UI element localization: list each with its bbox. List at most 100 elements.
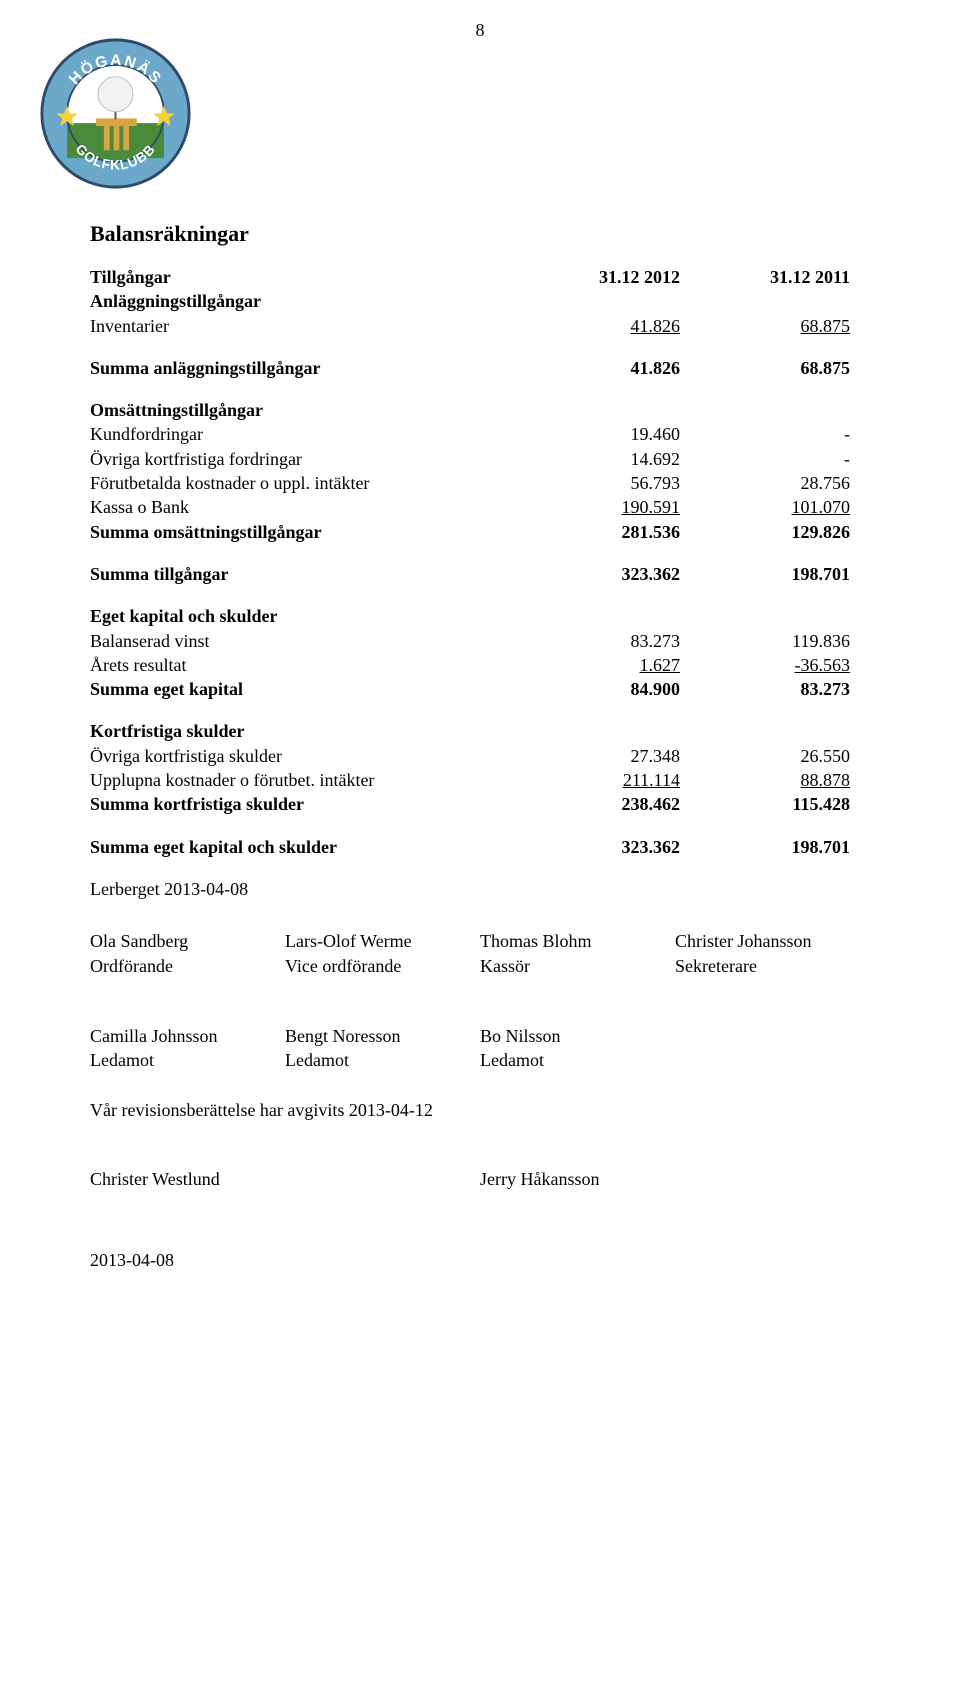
signature-col: Christer JohanssonSekreterare [675, 929, 870, 978]
table-row: Inventarier41.82668.875 [90, 314, 870, 338]
row-value-a: 190.591 [510, 495, 680, 519]
signatory-name: Christer Johansson [675, 929, 870, 953]
row-value-a: 323.362 [510, 562, 680, 586]
row-value-a: 1.627 [510, 653, 680, 677]
table-row: Omsättningstillgångar [90, 398, 870, 422]
header-col-a: 31.12 2012 [510, 265, 680, 289]
row-value-a [510, 398, 680, 422]
row-value-b: - [680, 447, 850, 471]
row-value-a: 27.348 [510, 744, 680, 768]
row-value-b: 83.273 [680, 677, 850, 701]
row-value-a: 323.362 [510, 835, 680, 859]
row-value-b [680, 604, 850, 628]
table-row: Summa eget kapital och skulder323.362198… [90, 835, 870, 859]
signatures-block: Ola SandbergOrdförandeLars-Olof WermeVic… [90, 929, 870, 1072]
signatory-role: Vice ordförande [285, 954, 480, 978]
club-logo: HÖGANÄS GOLFKLUBB [38, 36, 193, 196]
row-label: Eget kapital och skulder [90, 604, 510, 628]
table-row: Övriga kortfristiga fordringar14.692- [90, 447, 870, 471]
signatory-name: Ola Sandberg [90, 929, 285, 953]
row-label: Summa eget kapital [90, 677, 510, 701]
table-row: Övriga kortfristiga skulder27.34826.550 [90, 744, 870, 768]
row-value-a [510, 289, 680, 313]
row-value-b: 68.875 [680, 356, 850, 380]
row-value-b: 198.701 [680, 562, 850, 586]
signature-col [675, 1167, 870, 1191]
signatory-role: Ledamot [90, 1048, 285, 1072]
signature-col: Ola SandbergOrdförande [90, 929, 285, 978]
row-value-a: 56.793 [510, 471, 680, 495]
row-value-b: -36.563 [680, 653, 850, 677]
row-label: Omsättningstillgångar [90, 398, 510, 422]
balance-rows: AnläggningstillgångarInventarier41.82668… [90, 289, 870, 859]
table-row: Summa tillgångar323.362198.701 [90, 562, 870, 586]
row-label: Anläggningstillgångar [90, 289, 510, 313]
row-label: Årets resultat [90, 653, 510, 677]
row-value-b: 28.756 [680, 471, 850, 495]
signature-col [675, 1024, 870, 1073]
row-value-a: 83.273 [510, 629, 680, 653]
row-label: Summa kortfristiga skulder [90, 792, 510, 816]
page-number: 8 [90, 20, 870, 41]
row-label: Övriga kortfristiga skulder [90, 744, 510, 768]
signature-col [285, 1167, 480, 1191]
row-value-b: 101.070 [680, 495, 850, 519]
place-date-row: Lerberget 2013-04-08 [90, 877, 870, 901]
signatory-name: Lars-Olof Werme [285, 929, 480, 953]
row-label: Kassa o Bank [90, 495, 510, 519]
row-label: Summa omsättningstillgångar [90, 520, 510, 544]
signatory-name: Thomas Blohm [480, 929, 675, 953]
logo-icon: HÖGANÄS GOLFKLUBB [38, 36, 193, 191]
table-row: Summa eget kapital84.90083.273 [90, 677, 870, 701]
table-row: Upplupna kostnader o förutbet. intäkter2… [90, 768, 870, 792]
signatory-role: Ledamot [480, 1048, 675, 1072]
signature-row: Ola SandbergOrdförandeLars-Olof WermeVic… [90, 929, 870, 978]
row-value-a [510, 719, 680, 743]
row-label: Inventarier [90, 314, 510, 338]
row-value-a: 41.826 [510, 356, 680, 380]
table-row: Summa omsättningstillgångar281.536129.82… [90, 520, 870, 544]
row-value-b [680, 289, 850, 313]
row-label: Summa anläggningstillgångar [90, 356, 510, 380]
signatory-role: Ledamot [285, 1048, 480, 1072]
signature-col: Bo NilssonLedamot [480, 1024, 675, 1073]
auditor-row: Christer WestlundJerry Håkansson [90, 1167, 870, 1191]
table-row: Kassa o Bank190.591101.070 [90, 495, 870, 519]
row-value-a: 211.114 [510, 768, 680, 792]
row-value-b: - [680, 422, 850, 446]
row-label: Kortfristiga skulder [90, 719, 510, 743]
row-label: Förutbetalda kostnader o uppl. intäkter [90, 471, 510, 495]
signatory-role: Ordförande [90, 954, 285, 978]
row-label: Summa eget kapital och skulder [90, 835, 510, 859]
row-value-b: 68.875 [680, 314, 850, 338]
signatory-name: Jerry Håkansson [480, 1167, 675, 1191]
signatory-name: Bengt Noresson [285, 1024, 480, 1048]
final-date: 2013-04-08 [90, 1250, 870, 1271]
table-row: Förutbetalda kostnader o uppl. intäkter5… [90, 471, 870, 495]
header-col-b: 31.12 2011 [680, 265, 850, 289]
row-label: Upplupna kostnader o förutbet. intäkter [90, 768, 510, 792]
row-value-b: 119.836 [680, 629, 850, 653]
signature-col: Lars-Olof WermeVice ordförande [285, 929, 480, 978]
signatory-role: Kassör [480, 954, 675, 978]
row-label: Övriga kortfristiga fordringar [90, 447, 510, 471]
signature-col: Camilla JohnssonLedamot [90, 1024, 285, 1073]
page: 8 HÖGANÄS [0, 0, 960, 1301]
row-value-b: 26.550 [680, 744, 850, 768]
row-value-a: 281.536 [510, 520, 680, 544]
row-value-a: 19.460 [510, 422, 680, 446]
signature-col: Jerry Håkansson [480, 1167, 675, 1191]
section-title: Balansräkningar [90, 221, 870, 247]
row-value-b [680, 398, 850, 422]
row-value-b: 115.428 [680, 792, 850, 816]
table-row: Balanserad vinst83.273119.836 [90, 629, 870, 653]
row-value-b [680, 719, 850, 743]
row-value-a: 14.692 [510, 447, 680, 471]
table-header-row: Tillgångar 31.12 2012 31.12 2011 [90, 265, 870, 289]
signature-col: Bengt NoressonLedamot [285, 1024, 480, 1073]
table-row: Årets resultat1.627-36.563 [90, 653, 870, 677]
row-value-b: 88.878 [680, 768, 850, 792]
signature-col: Thomas BlohmKassör [480, 929, 675, 978]
row-value-a: 41.826 [510, 314, 680, 338]
table-row: Kortfristiga skulder [90, 719, 870, 743]
